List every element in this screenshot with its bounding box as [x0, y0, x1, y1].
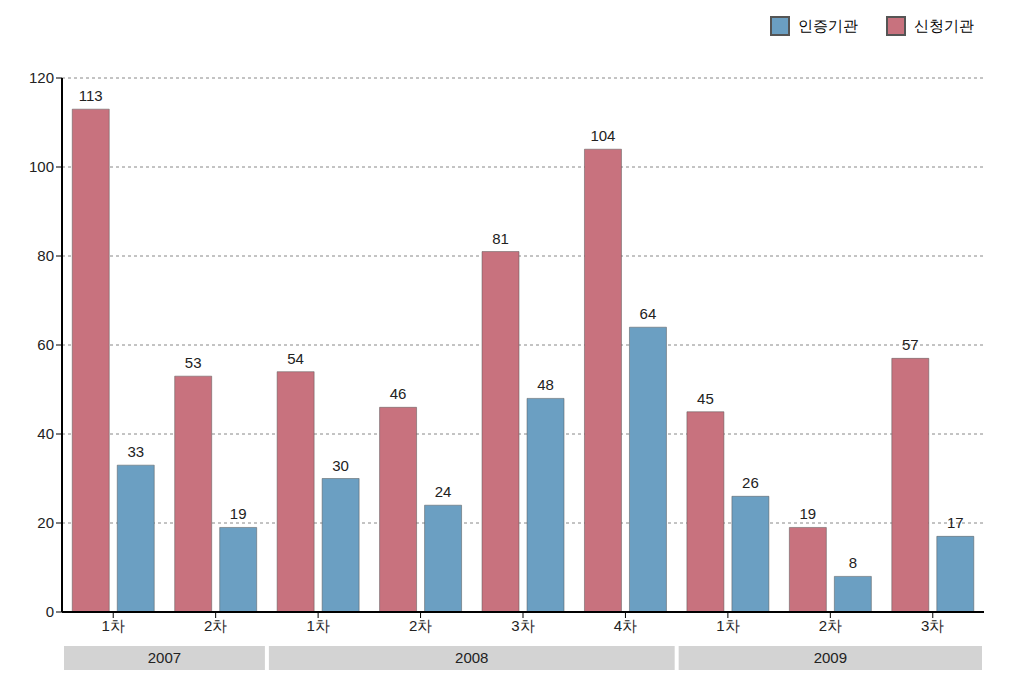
- svg-text:20: 20: [37, 514, 54, 531]
- svg-text:3차: 3차: [511, 617, 534, 634]
- svg-text:2008: 2008: [455, 649, 488, 666]
- svg-text:2009: 2009: [814, 649, 847, 666]
- svg-text:57: 57: [902, 336, 919, 353]
- svg-text:120: 120: [29, 69, 54, 86]
- svg-text:100: 100: [29, 158, 54, 175]
- svg-text:24: 24: [435, 483, 452, 500]
- svg-text:1차: 1차: [102, 617, 125, 634]
- svg-text:45: 45: [697, 390, 714, 407]
- svg-text:8: 8: [849, 554, 857, 571]
- svg-text:2007: 2007: [148, 649, 181, 666]
- svg-text:40: 40: [37, 425, 54, 442]
- svg-text:30: 30: [332, 457, 349, 474]
- svg-text:26: 26: [742, 474, 759, 491]
- svg-text:3차: 3차: [921, 617, 944, 634]
- svg-text:19: 19: [230, 505, 247, 522]
- svg-text:48: 48: [537, 376, 554, 393]
- svg-text:0: 0: [46, 603, 54, 620]
- svg-text:19: 19: [800, 505, 817, 522]
- svg-text:81: 81: [492, 230, 509, 247]
- svg-text:4차: 4차: [614, 617, 637, 634]
- svg-text:60: 60: [37, 336, 54, 353]
- svg-text:46: 46: [390, 385, 407, 402]
- svg-text:80: 80: [37, 247, 54, 264]
- svg-text:113: 113: [79, 87, 103, 104]
- svg-text:104: 104: [590, 127, 615, 144]
- svg-text:17: 17: [947, 514, 964, 531]
- html-text:신청기관: 신청기관: [914, 16, 974, 34]
- svg-text:33: 33: [127, 443, 144, 460]
- svg-text:53: 53: [185, 354, 202, 371]
- svg-text:2차: 2차: [409, 617, 432, 634]
- svg-text:1차: 1차: [306, 617, 329, 634]
- html-text:인증기관: 인증기관: [798, 16, 858, 34]
- svg-text:2차: 2차: [819, 617, 842, 634]
- svg-text:64: 64: [640, 305, 657, 322]
- svg-text:2차: 2차: [204, 617, 227, 634]
- svg-text:1차: 1차: [716, 617, 739, 634]
- svg-text:54: 54: [287, 350, 304, 367]
